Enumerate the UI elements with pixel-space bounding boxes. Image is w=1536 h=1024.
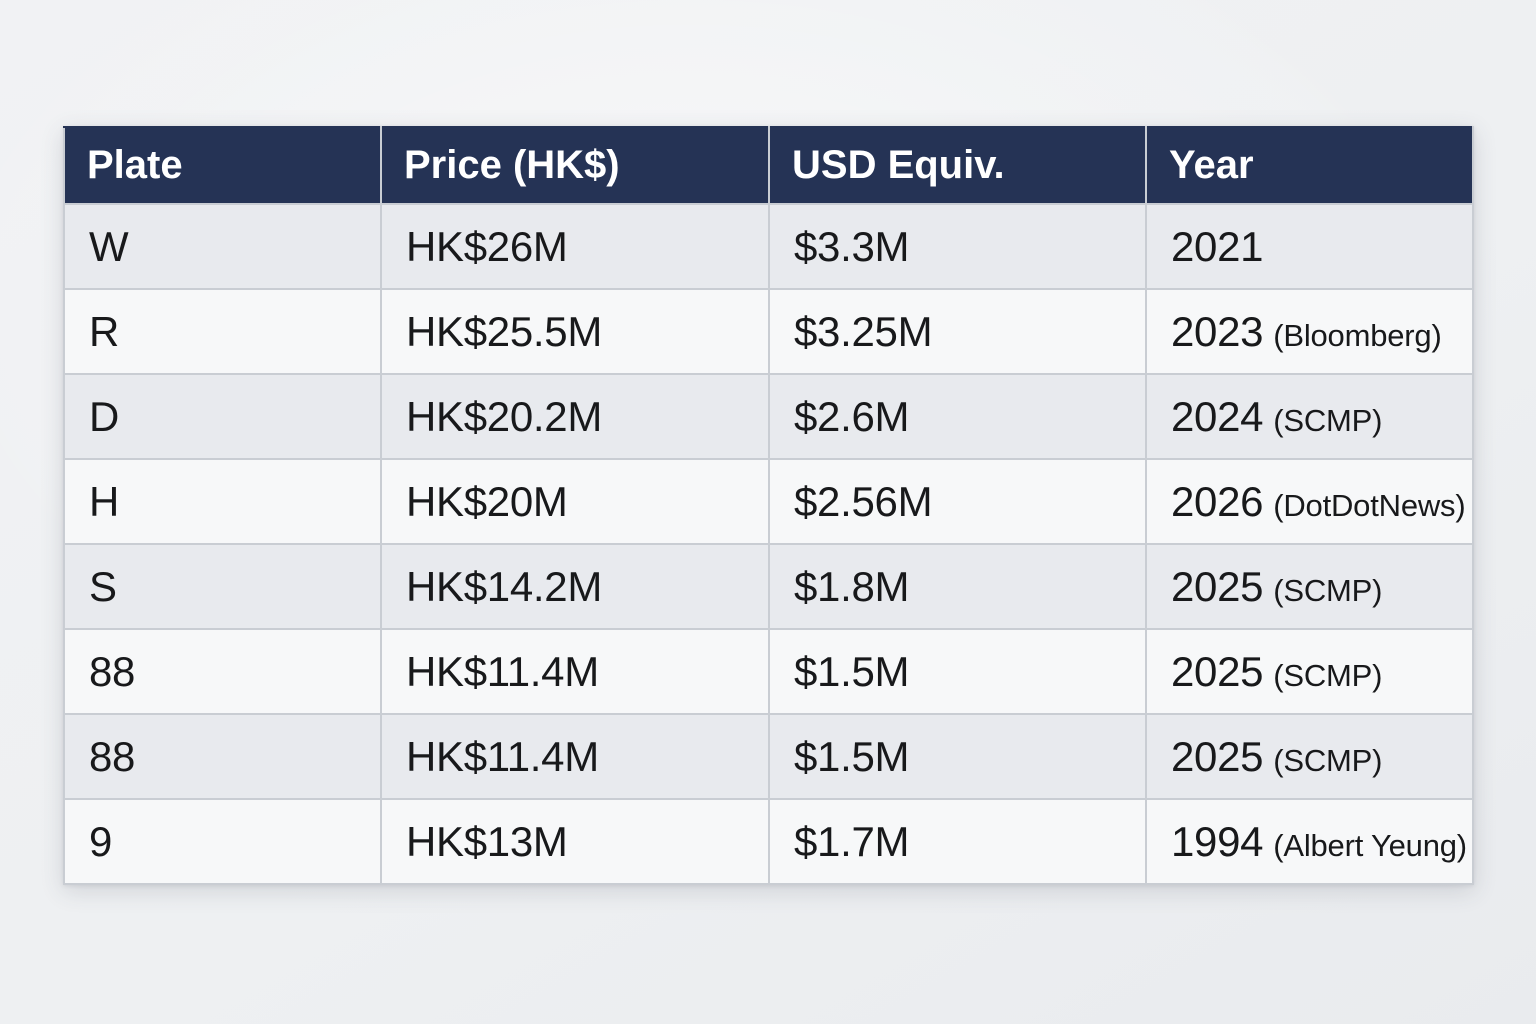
usd-equiv-cell: $3.25M (768, 288, 1147, 375)
price-cell: HK$25.5M (380, 288, 770, 375)
table-row: R HK$25.5M $3.25M 2023 (Bloomberg) (63, 288, 1474, 375)
price-cell: HK$20.2M (380, 373, 770, 460)
table-row: 9 HK$13M $1.7M 1994 (Albert Yeung) (63, 798, 1474, 885)
year-value: 2025 (1171, 647, 1264, 695)
plate-cell: D (63, 373, 382, 460)
year-value: 2026 (1171, 477, 1264, 525)
year-cell: 2025 (SCMP) (1145, 713, 1474, 800)
plate-cell: W (63, 203, 382, 290)
year-cell: 2025 (SCMP) (1145, 543, 1474, 630)
year-cell: 2021 (1145, 203, 1474, 290)
usd-equiv-cell: $1.7M (768, 798, 1147, 885)
year-value: 2021 (1171, 222, 1264, 270)
table-row: H HK$20M $2.56M 2026 (DotDotNews) (63, 458, 1474, 545)
table-row: 88 HK$11.4M $1.5M 2025 (SCMP) (63, 628, 1474, 715)
year-cell: 2026 (DotDotNews) (1145, 458, 1474, 545)
usd-equiv-cell: $3.3M (768, 203, 1147, 290)
price-cell: HK$11.4M (380, 628, 770, 715)
header-row: Plate Price (HK$) USD Equiv. Year (63, 126, 1474, 205)
table-row: W HK$26M $3.3M 2021 (63, 203, 1474, 290)
plate-cell: H (63, 458, 382, 545)
year-source-annotation: (Albert Yeung) (1273, 827, 1467, 863)
year-source-annotation: (SCMP) (1273, 657, 1383, 693)
usd-equiv-cell: $1.5M (768, 713, 1147, 800)
usd-equiv-cell: $1.8M (768, 543, 1147, 630)
year-source-annotation: (SCMP) (1273, 742, 1383, 778)
year-source-annotation: (DotDotNews) (1273, 487, 1466, 523)
plate-cell: 88 (63, 628, 382, 715)
year-source-annotation: (SCMP) (1273, 402, 1383, 438)
price-cell: HK$13M (380, 798, 770, 885)
year-value: 2025 (1171, 562, 1264, 610)
year-value: 2025 (1171, 732, 1264, 780)
usd-equiv-cell: $2.56M (768, 458, 1147, 545)
year-value: 1994 (1171, 817, 1264, 865)
plate-cell: R (63, 288, 382, 375)
column-header-plate: Plate (63, 126, 382, 205)
column-header-year: Year (1145, 126, 1474, 205)
plate-prices-table-container: Plate Price (HK$) USD Equiv. Year W HK$2… (63, 126, 1474, 885)
table-row: D HK$20.2M $2.6M 2024 (SCMP) (63, 373, 1474, 460)
year-cell: 1994 (Albert Yeung) (1145, 798, 1474, 885)
year-cell: 2025 (SCMP) (1145, 628, 1474, 715)
year-cell: 2024 (SCMP) (1145, 373, 1474, 460)
price-cell: HK$11.4M (380, 713, 770, 800)
plate-cell: 88 (63, 713, 382, 800)
year-value: 2024 (1171, 392, 1264, 440)
year-source-annotation: (SCMP) (1273, 572, 1383, 608)
table-row: S HK$14.2M $1.8M 2025 (SCMP) (63, 543, 1474, 630)
price-cell: HK$14.2M (380, 543, 770, 630)
plate-cell: 9 (63, 798, 382, 885)
year-source-annotation: (Bloomberg) (1273, 317, 1442, 353)
column-header-price: Price (HK$) (380, 126, 770, 205)
plate-cell: S (63, 543, 382, 630)
year-cell: 2023 (Bloomberg) (1145, 288, 1474, 375)
plate-prices-table: Plate Price (HK$) USD Equiv. Year W HK$2… (63, 126, 1474, 885)
column-header-usd-equiv: USD Equiv. (768, 126, 1147, 205)
price-cell: HK$20M (380, 458, 770, 545)
year-value: 2023 (1171, 307, 1264, 355)
price-cell: HK$26M (380, 203, 770, 290)
usd-equiv-cell: $1.5M (768, 628, 1147, 715)
usd-equiv-cell: $2.6M (768, 373, 1147, 460)
table-row: 88 HK$11.4M $1.5M 2025 (SCMP) (63, 713, 1474, 800)
